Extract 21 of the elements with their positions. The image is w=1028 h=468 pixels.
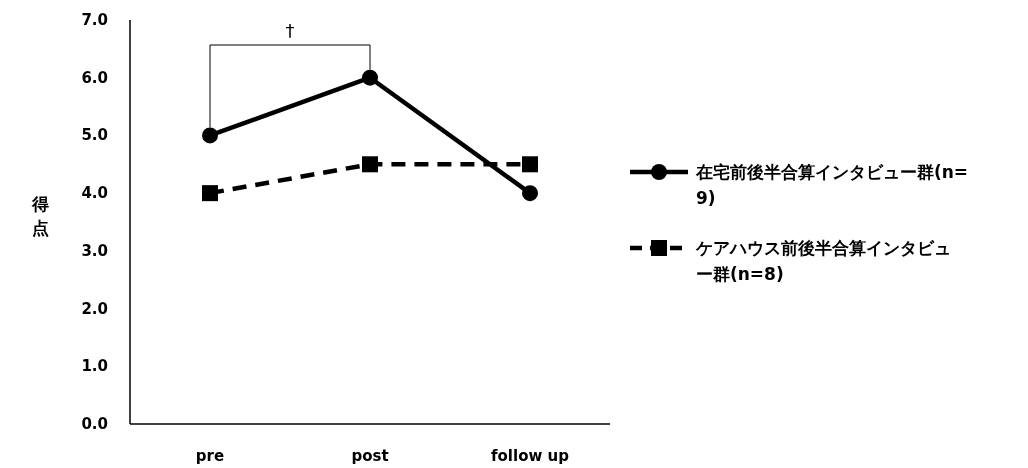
point [362, 156, 378, 173]
y-tick-label: 4.0 [81, 184, 108, 203]
point [362, 69, 378, 86]
y-tick-label: 5.0 [81, 126, 108, 145]
point [522, 156, 538, 173]
y-axis-title: 得点 [30, 194, 49, 238]
y-tick-label: 0.0 [81, 415, 108, 433]
point [202, 127, 218, 144]
x-tick-label: pre [195, 447, 225, 465]
y-tick-label: 7.0 [81, 11, 108, 29]
y-tick-label: 3.0 [81, 241, 108, 260]
y-tick-label: 2.0 [81, 299, 108, 318]
x-tick-label: follow up [491, 447, 570, 465]
y-tick-label: 6.0 [81, 68, 108, 87]
point [202, 185, 218, 202]
legend-label: ケアハウス前後半合算インタビュー群(n=8) [695, 238, 951, 284]
point [522, 185, 538, 202]
x-tick-label: post [351, 447, 389, 465]
y-tick-label: 1.0 [81, 357, 108, 376]
legend-label: 在宅前後半合算インタビュー群(n=9) [695, 162, 969, 208]
annotation: † [285, 20, 295, 41]
